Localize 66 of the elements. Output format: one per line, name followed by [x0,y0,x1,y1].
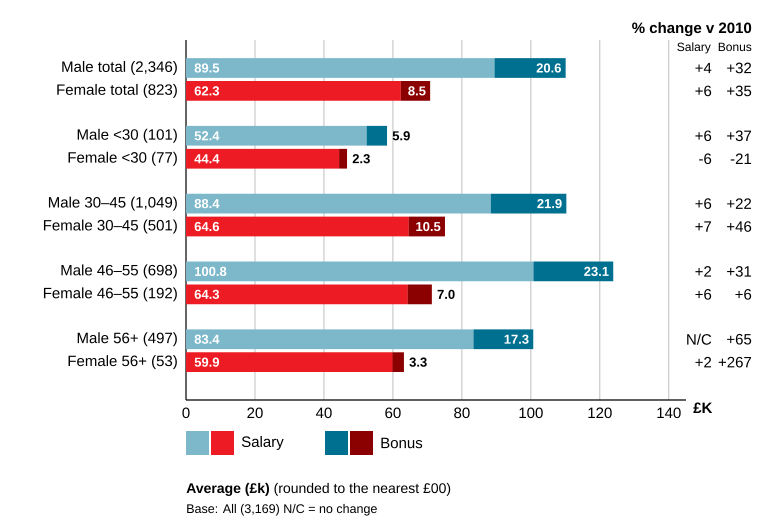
data-label: 62.3 [194,86,220,96]
text: N/C [687,334,712,345]
y-tick-label: Male <30 (101) [78,128,177,143]
data-label: 2.3 [352,154,370,164]
x-axis-title: £K [693,402,712,413]
y-tick-label: Male 46–55 (698) [61,264,177,278]
x-tick-label: 20 [247,408,263,418]
x-tick-label: 40 [316,408,332,418]
text: +2 [695,266,712,277]
text: +6 [735,289,752,300]
data-label: 89.5 [194,63,220,73]
data-label: 100.8 [195,266,226,276]
data-label: 3.3 [409,358,427,367]
data-label: 5.9 [392,131,410,140]
y-tick-label: Female <30 (77) [68,152,177,166]
y-tick-label: Male total (2,346) [62,60,177,75]
legend-label: Salary [242,436,284,450]
text: +35 [727,86,752,96]
text: +31 [727,266,752,277]
data-label: 17.3 [504,334,529,344]
data-label: 23.1 [584,266,609,276]
text: +65 [727,334,752,345]
data-label: 44.4 [194,154,220,164]
x-tick-label: 120 [588,408,612,418]
text: +6 [695,130,712,142]
x-tick-label: 0 [182,408,190,418]
text: Base: All (3,169) N/C = no change [187,504,377,516]
data-label: 21.9 [537,198,562,208]
text: -21 [730,153,752,164]
y-tick-label: Female 30–45 (501) [44,220,177,234]
text: +2 [695,356,712,368]
x-tick-label: 140 [657,408,681,418]
x-tick-label: 80 [454,408,470,418]
text: +267 [718,356,752,368]
annotation: Salary [677,42,711,54]
data-label: 64.3 [194,290,220,299]
data-label: 64.6 [194,222,220,232]
text: -6 [699,153,712,164]
text: +6 [695,289,712,300]
y-tick-label: Female 56+ (53) [68,355,177,370]
text: +6 [695,198,712,209]
text: +7 [695,221,712,232]
x-tick-label: 60 [385,408,401,418]
y-tick-label: Male 30–45 (1,049) [48,196,177,211]
text: +6 [695,86,712,96]
data-label: 59.9 [194,358,220,367]
x-tick-label: 100 [519,408,543,418]
y-tick-label: Male 56+ (497) [78,332,177,346]
text: +32 [727,62,752,74]
legend-label: Bonus [381,438,422,448]
data-label: 88.4 [194,198,220,208]
text: % change v 2010 [632,22,752,36]
text: Average (£k) (rounded to the nearest £00) [186,482,450,496]
data-label: 10.5 [416,222,440,232]
text: +46 [727,221,752,232]
data-label: 20.6 [536,63,561,73]
y-tick-label: Female 46–55 (192) [44,287,177,302]
data-label: 52.4 [194,131,220,140]
text: +37 [727,130,752,142]
data-label: 7.0 [438,290,455,299]
data-label: 83.4 [194,334,220,344]
data-label: 8.5 [408,86,426,96]
text: +22 [727,198,752,209]
y-tick-label: Female total (823) [57,84,177,98]
text: Bonus [718,42,752,52]
text: +4 [695,62,712,74]
